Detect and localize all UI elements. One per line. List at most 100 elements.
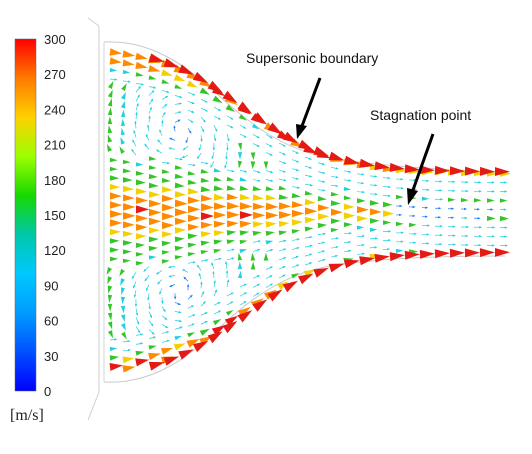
- velocity-vector: [265, 186, 275, 191]
- velocity-vector: [187, 214, 201, 222]
- velocity-vector: [161, 194, 174, 202]
- velocity-vector: [164, 103, 168, 107]
- velocity-vector: [200, 169, 209, 174]
- colorbar-tick-label: 300: [44, 32, 66, 47]
- velocity-vector: [174, 199, 188, 208]
- velocity-vector: [187, 223, 200, 231]
- velocity-vector: [204, 100, 208, 103]
- velocity-vector: [265, 211, 279, 220]
- velocity-vector: [213, 239, 223, 245]
- velocity-vector: [186, 283, 190, 287]
- velocity-vector: [161, 259, 170, 264]
- velocity-vector: [135, 312, 139, 316]
- velocity-vector: [322, 250, 326, 253]
- velocity-vector: [161, 119, 164, 123]
- velocity-vector: [282, 266, 286, 269]
- velocity-vector: [438, 207, 442, 210]
- velocity-vector: [109, 238, 120, 244]
- velocity-vector: [191, 110, 195, 113]
- velocity-vector: [199, 87, 210, 95]
- velocity-vector: [207, 80, 223, 93]
- velocity-vector: [157, 139, 161, 143]
- velocity-vector: [148, 53, 165, 63]
- velocity-vector: [187, 242, 197, 248]
- velocity-vector: [213, 185, 224, 191]
- velocity-vector: [135, 233, 147, 240]
- velocity-vector: [291, 201, 304, 208]
- velocity-vector: [110, 219, 123, 227]
- velocity-vector: [265, 230, 275, 237]
- velocity-vector: [107, 321, 113, 330]
- velocity-vector: [239, 249, 248, 254]
- velocity-vector: [225, 156, 228, 160]
- velocity-vector: [291, 193, 301, 199]
- velocity-vector: [148, 199, 162, 208]
- velocity-vector: [400, 231, 404, 234]
- velocity-vector: [265, 194, 277, 201]
- velocity-vector: [495, 248, 510, 257]
- velocity-vector: [465, 180, 469, 184]
- velocity-vector: [369, 200, 380, 206]
- velocity-vector: [211, 156, 214, 160]
- velocity-vector: [213, 230, 225, 237]
- velocity-vector: [135, 242, 146, 248]
- velocity-vector: [185, 140, 188, 144]
- velocity-vector: [395, 221, 404, 227]
- velocity-vector: [204, 320, 208, 324]
- velocity-vector: [179, 319, 183, 323]
- velocity-vector: [490, 208, 494, 211]
- velocity-vector: [250, 152, 256, 161]
- velocity-vector: [348, 241, 352, 244]
- velocity-vector: [239, 220, 252, 228]
- velocity-vector: [200, 240, 210, 246]
- velocity-vector: [123, 221, 135, 229]
- velocity-vector: [163, 111, 166, 115]
- velocity-vector: [153, 336, 157, 339]
- velocity-vector: [200, 177, 210, 183]
- velocity-vector: [282, 131, 298, 144]
- velocity-vector: [305, 207, 318, 215]
- velocity-vector: [296, 160, 300, 163]
- velocity-vector: [369, 227, 378, 232]
- velocity-vector: [187, 196, 201, 204]
- velocity-vector: [295, 151, 300, 154]
- velocity-vector: [122, 230, 134, 237]
- velocity-vector: [165, 95, 169, 99]
- velocity-vector: [109, 346, 118, 352]
- velocity-vector: [452, 189, 456, 192]
- velocity-vector: [231, 169, 235, 173]
- annotation-stagnation-point: Stagnation point: [370, 107, 471, 205]
- velocity-vector: [438, 216, 442, 219]
- velocity-vector: [237, 101, 253, 114]
- velocity-vector: [309, 253, 313, 256]
- velocity-vector: [426, 179, 430, 183]
- velocity-vector: [309, 236, 313, 239]
- velocity-vector: [425, 215, 428, 218]
- velocity-vector: [237, 310, 253, 323]
- velocity-vector: [213, 220, 226, 228]
- velocity-vector: [177, 302, 181, 305]
- velocity-vector: [226, 185, 237, 191]
- velocity-vector: [348, 232, 352, 235]
- velocity-vector: [122, 185, 134, 193]
- velocity-vector: [122, 249, 132, 255]
- velocity-vector: [161, 221, 175, 230]
- velocity-vector: [278, 185, 287, 191]
- velocity-vector: [230, 301, 234, 304]
- velocity-vector: [122, 194, 135, 202]
- velocity-vector: [361, 190, 365, 194]
- velocity-vector: [224, 315, 239, 327]
- velocity-vector: [265, 240, 274, 245]
- colorbar-tick-label: 60: [44, 314, 58, 329]
- velocity-vector: [270, 249, 274, 252]
- velocity-vector: [122, 69, 131, 74]
- velocity-vector: [218, 310, 222, 313]
- velocity-vector: [400, 178, 404, 181]
- velocity-vector: [296, 238, 300, 241]
- velocity-vector: [491, 235, 495, 238]
- velocity-vector: [370, 208, 382, 216]
- velocity-vector: [389, 252, 405, 262]
- velocity-vector: [148, 227, 160, 234]
- velocity-vector: [237, 270, 243, 279]
- velocity-vector: [474, 198, 482, 203]
